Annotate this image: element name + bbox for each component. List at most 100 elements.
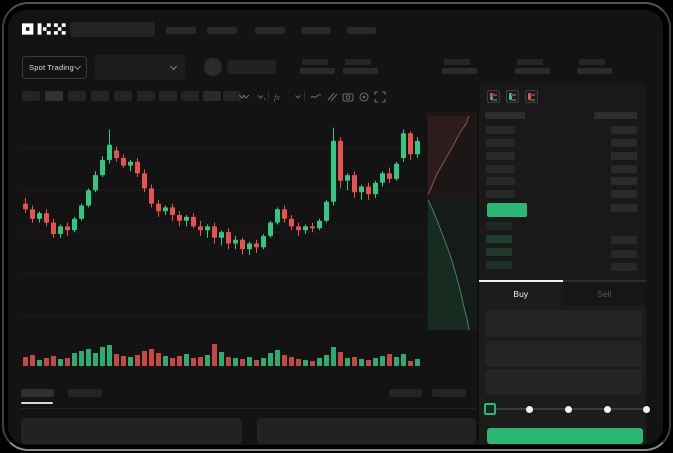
toolbar-divider: [304, 91, 305, 101]
nav-item-placeholder[interactable]: [347, 27, 376, 34]
slider-step-dot[interactable]: [642, 405, 650, 413]
ask-price-placeholder[interactable]: [486, 126, 515, 134]
nav-item-placeholder[interactable]: [166, 27, 196, 34]
chevron-select-icon[interactable]: [255, 90, 267, 102]
slider-step-dot[interactable]: [603, 405, 611, 413]
tab-sell[interactable]: Sell: [562, 280, 646, 305]
market-mode-selector[interactable]: Spot Trading: [22, 56, 87, 79]
bid-price-placeholder[interactable]: [486, 235, 512, 243]
bid-amount-placeholder: [611, 263, 637, 271]
bottom-panel-right: [257, 418, 476, 444]
header-search-placeholder[interactable]: [70, 22, 155, 37]
bid-amount-placeholder: [611, 250, 637, 258]
toolbar-divider: [233, 91, 234, 101]
book-asks-view-icon[interactable]: [525, 90, 538, 103]
fullscreen-icon[interactable]: [374, 90, 386, 103]
stat-value-placeholder: [300, 68, 335, 74]
depth-chart: [427, 112, 477, 331]
interval-button-placeholder[interactable]: [68, 91, 86, 101]
camera-icon[interactable]: [342, 90, 354, 102]
stat-value-placeholder: [442, 68, 477, 74]
stat-value-placeholder: [515, 68, 550, 74]
candles: [23, 127, 420, 255]
okx-logo[interactable]: [22, 22, 66, 36]
interval-button-placeholder[interactable]: [137, 91, 155, 101]
ask-price-placeholder[interactable]: [486, 139, 515, 147]
stat-label-placeholder: [345, 59, 371, 65]
ask-price-placeholder[interactable]: [486, 190, 515, 198]
orderbook-view-switcher: [487, 90, 538, 103]
interval-button-active[interactable]: [45, 91, 63, 101]
interval-button-placeholder[interactable]: [114, 91, 132, 101]
order-input-placeholder[interactable]: [485, 369, 642, 395]
interval-button-placeholder[interactable]: [22, 91, 40, 101]
nav-item-placeholder[interactable]: [255, 27, 285, 34]
order-input-placeholder[interactable]: [485, 341, 642, 367]
bid-price-placeholder[interactable]: [486, 261, 512, 269]
last-price-badge[interactable]: [487, 203, 527, 217]
interval-button-placeholder[interactable]: [223, 91, 241, 101]
stat-value-placeholder: [343, 68, 378, 74]
svg-text:fx: fx: [274, 93, 280, 102]
order-input-placeholder[interactable]: [485, 310, 642, 337]
fx-indicator-icon[interactable]: fx: [273, 90, 285, 102]
ask-amount-placeholder: [611, 126, 637, 134]
chart-gridlines: [20, 147, 425, 317]
ask-price-placeholder[interactable]: [486, 177, 515, 185]
nav-item-placeholder[interactable]: [301, 27, 331, 34]
bottom-tab-placeholder[interactable]: [68, 389, 102, 397]
toolbar-divider: [268, 91, 269, 101]
ask-amount-placeholder: [611, 139, 637, 147]
buy-button[interactable]: [487, 428, 643, 444]
slider-step-dot[interactable]: [564, 405, 572, 413]
orderbook-header-placeholder: [485, 112, 525, 119]
slider-step-dot[interactable]: [525, 405, 533, 413]
chevron-down-icon: [73, 62, 82, 71]
stat-label-placeholder: [444, 59, 470, 65]
chevron-down-icon: [169, 62, 178, 71]
settings-icon[interactable]: [358, 90, 370, 102]
orderbook-header-placeholder: [594, 112, 637, 119]
ask-price-placeholder[interactable]: [486, 152, 515, 160]
ask-amount-placeholder: [611, 165, 637, 173]
bottom-tab-active-placeholder[interactable]: [21, 389, 54, 397]
ask-amount-placeholder: [611, 190, 637, 198]
bottom-action-placeholder[interactable]: [432, 389, 466, 397]
parallel-lines-icon[interactable]: [326, 90, 338, 102]
bottom-action-placeholder[interactable]: [389, 389, 422, 397]
stat-label-placeholder: [517, 59, 543, 65]
line-tool-icon[interactable]: [310, 90, 322, 102]
tab-buy-label: Buy: [513, 288, 529, 299]
chevrons-down-icon[interactable]: [238, 90, 250, 102]
order-form: [479, 305, 650, 444]
interval-button-placeholder[interactable]: [91, 91, 109, 101]
pair-selector-dropdown[interactable]: [95, 55, 185, 80]
interval-button-placeholder[interactable]: [203, 91, 221, 101]
interval-button-placeholder[interactable]: [159, 91, 177, 101]
orderbook-trade-panel: Buy Sell: [478, 84, 650, 444]
search-placeholder[interactable]: [227, 60, 276, 74]
chevron-down-icon[interactable]: [292, 90, 304, 102]
ask-amount-placeholder: [611, 152, 637, 160]
ask-amount-placeholder: [611, 177, 637, 185]
market-mode-label: Spot Trading: [29, 63, 74, 72]
bid-price-placeholder[interactable]: [486, 248, 512, 256]
bottom-tab-underline: [21, 402, 53, 404]
bid-amount-placeholder: [611, 236, 637, 244]
tab-buy[interactable]: Buy: [479, 280, 563, 305]
trade-tabs: Buy Sell: [479, 280, 646, 305]
stat-value-placeholder: [577, 68, 612, 74]
book-bids-view-icon[interactable]: [506, 90, 519, 103]
ask-price-placeholder[interactable]: [486, 165, 515, 173]
stat-label-placeholder: [302, 59, 328, 65]
stat-label-placeholder: [579, 59, 605, 65]
slider-handle-active[interactable]: [484, 403, 496, 415]
interval-button-placeholder[interactable]: [181, 91, 199, 101]
nav-item-placeholder[interactable]: [207, 27, 237, 34]
coin-avatar: [204, 58, 222, 76]
candlestick-chart[interactable]: [20, 110, 478, 372]
bottom-panel-left: [21, 418, 242, 444]
bid-price-placeholder[interactable]: [486, 222, 512, 230]
book-split-view-icon[interactable]: [487, 90, 500, 103]
